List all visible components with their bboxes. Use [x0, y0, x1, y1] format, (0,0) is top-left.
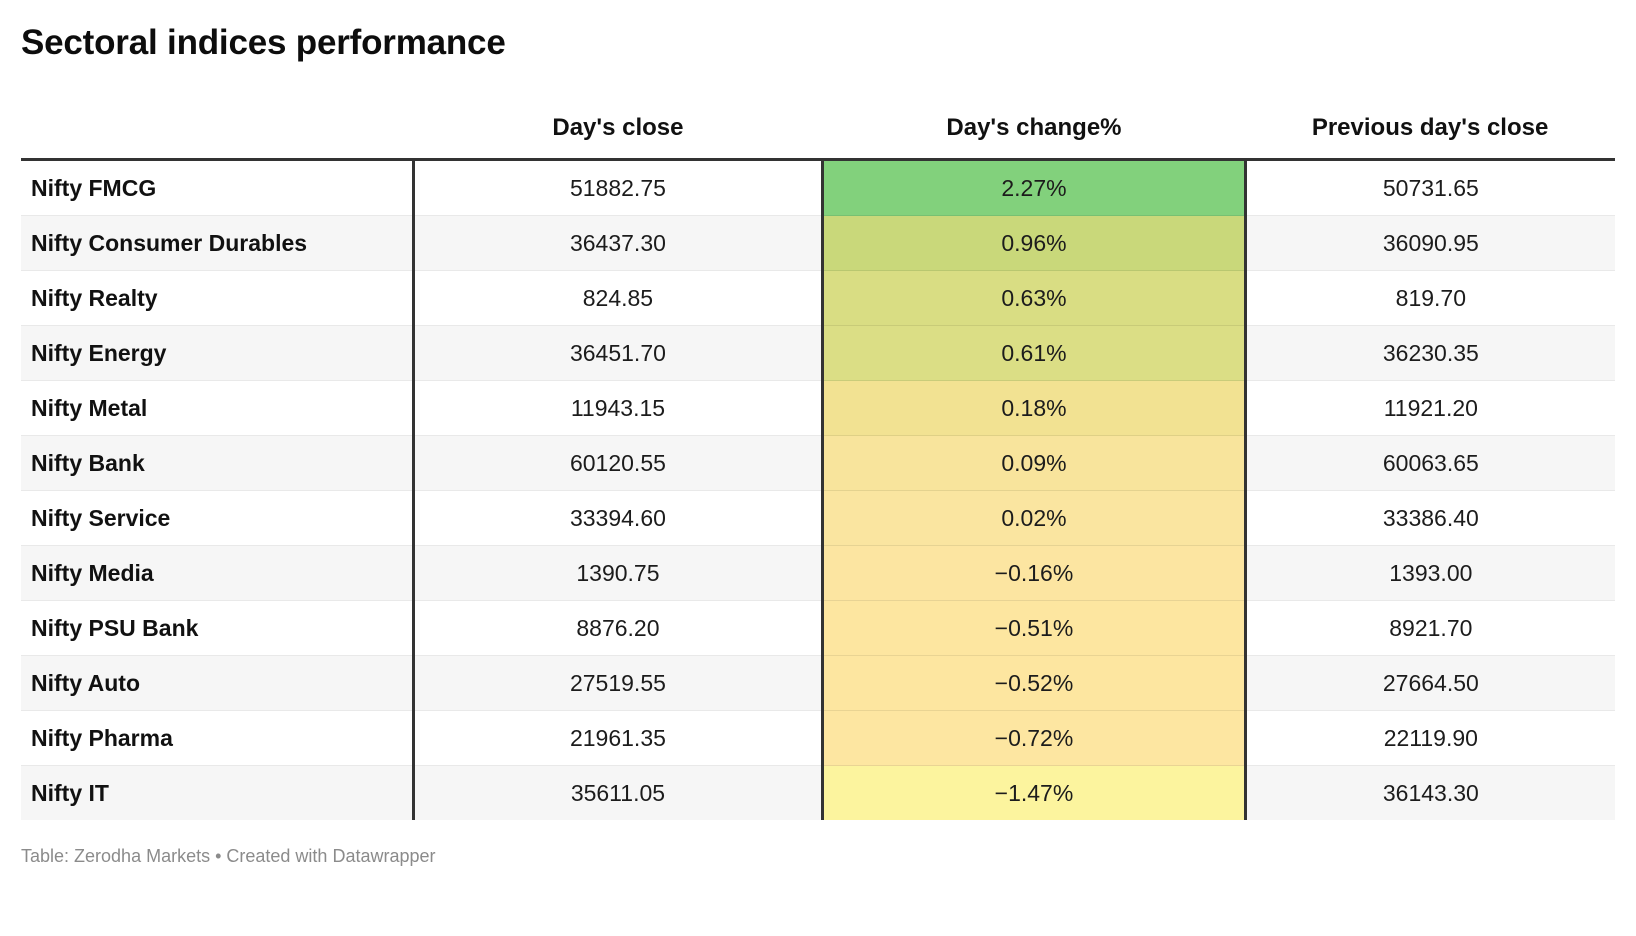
previous-close-cell: 819.70 — [1245, 270, 1615, 326]
days-change-cell: 0.18% — [821, 380, 1247, 436]
column-header-days-change: Day's change% — [822, 64, 1246, 161]
index-name-cell: Nifty Service — [21, 490, 415, 546]
previous-close-cell: 36090.95 — [1245, 215, 1615, 271]
index-name-cell: Nifty Consumer Durables — [21, 215, 415, 271]
previous-close-cell: 60063.65 — [1245, 435, 1615, 491]
column-header-days-close: Day's close — [413, 64, 823, 161]
days-change-cell: 0.63% — [821, 270, 1247, 326]
index-name-cell: Nifty Pharma — [21, 710, 415, 766]
days-close-cell: 11943.15 — [413, 380, 823, 436]
table-row: Nifty Energy 36451.70 0.61% 36230.35 — [21, 325, 1615, 381]
table-header: Day's close Day's change% Previous day's… — [21, 64, 1615, 161]
table-row: Nifty Consumer Durables 36437.30 0.96% 3609… — [21, 215, 1615, 271]
index-name-cell: Nifty IT — [21, 765, 415, 820]
index-name-cell: Nifty Bank — [21, 435, 415, 491]
source-attribution: Table: Zerodha Markets • Created with Da… — [21, 846, 436, 866]
previous-close-cell: 8921.70 — [1245, 600, 1615, 656]
page-title: Sectoral indices performance — [21, 23, 506, 62]
days-change-cell: −1.47% — [821, 765, 1247, 820]
index-name-cell: Nifty Auto — [21, 655, 415, 711]
days-change-cell: 0.61% — [821, 325, 1247, 381]
days-change-cell: −0.51% — [821, 600, 1247, 656]
previous-close-cell: 36230.35 — [1245, 325, 1615, 381]
table-row: Nifty Media 1390.75 −0.16% 1393.00 — [21, 545, 1615, 601]
index-name-cell: Nifty Metal — [21, 380, 415, 436]
column-header-previous-close: Previous day's close — [1245, 64, 1615, 161]
days-close-cell: 33394.60 — [413, 490, 823, 546]
table-row: Nifty Realty 824.85 0.63% 819.70 — [21, 270, 1615, 326]
table-row: Nifty Service 33394.60 0.02% 33386.40 — [21, 490, 1615, 546]
column-header-index — [21, 64, 414, 161]
table-row: Nifty PSU Bank 8876.20 −0.51% 8921.70 — [21, 600, 1615, 656]
days-change-cell: −0.16% — [821, 545, 1247, 601]
index-name-cell: Nifty Media — [21, 545, 415, 601]
previous-close-cell: 1393.00 — [1245, 545, 1615, 601]
table-row: Nifty Auto 27519.55 −0.52% 27664.50 — [21, 655, 1615, 711]
index-name-cell: Nifty PSU Bank — [21, 600, 415, 656]
sectoral-indices-table: Day's close Day's change% Previous day's… — [21, 64, 1615, 820]
index-name-cell: Nifty Realty — [21, 270, 415, 326]
previous-close-cell: 22119.90 — [1245, 710, 1615, 766]
days-close-cell: 8876.20 — [413, 600, 823, 656]
index-name-cell: Nifty FMCG — [21, 159, 415, 216]
table-header-row: Day's close Day's change% Previous day's… — [21, 64, 1615, 161]
days-close-cell: 36451.70 — [413, 325, 823, 381]
days-change-cell: 0.02% — [821, 490, 1247, 546]
table-row: Nifty FMCG 51882.75 2.27% 50731.65 — [21, 159, 1615, 216]
table-row: Nifty Pharma 21961.35 −0.72% 22119.90 — [21, 710, 1615, 766]
previous-close-cell: 50731.65 — [1382, 174, 1479, 201]
table-row: Nifty IT 35611.05 −1.47% 36143.30 — [21, 765, 1615, 820]
table-row: Nifty Bank 60120.55 0.09% 60063.65 — [21, 435, 1615, 491]
days-close-cell: 27519.55 — [413, 655, 823, 711]
page: Sectoral indices performance Day's close… — [0, 22, 1636, 867]
days-change-cell: −0.52% — [821, 655, 1247, 711]
previous-close-cell: 27664.50 — [1245, 655, 1615, 711]
days-close-cell: 60120.55 — [413, 435, 823, 491]
table-row: Nifty Metal 11943.15 0.18% 11921.20 — [21, 380, 1615, 436]
days-change-cell: −0.72% — [821, 710, 1247, 766]
table-body: Nifty FMCG 51882.75 2.27% 50731.65 Nifty Con… — [21, 159, 1615, 820]
days-change-cell: 2.27% — [821, 159, 1247, 216]
previous-close-cell: 36143.30 — [1245, 765, 1615, 820]
days-close-cell: 36437.30 — [413, 215, 823, 271]
days-close-cell: 21961.35 — [413, 710, 823, 766]
days-change-cell: 0.96% — [821, 215, 1247, 271]
days-close-cell: 824.85 — [413, 270, 823, 326]
previous-close-cell: 11921.20 — [1245, 380, 1615, 436]
days-change-cell: 0.09% — [821, 435, 1247, 491]
days-close-cell: 35611.05 — [413, 765, 823, 820]
days-close-cell: 51882.75 — [569, 174, 666, 201]
days-close-cell: 1390.75 — [413, 545, 823, 601]
index-name-cell: Nifty Energy — [21, 325, 415, 381]
previous-close-cell: 33386.40 — [1245, 490, 1615, 546]
